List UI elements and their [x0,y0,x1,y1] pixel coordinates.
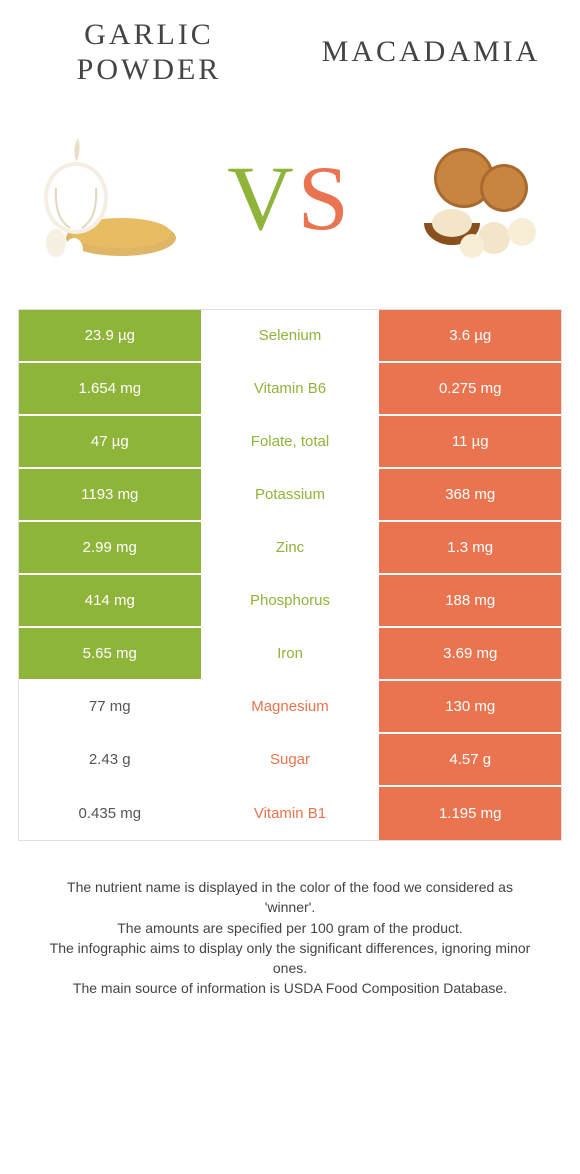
left-title-line2: POWDER [77,53,222,86]
left-value-cell: 0.435 mg [19,787,201,840]
nutrient-name-cell: Vitamin B1 [201,787,380,840]
right-value-cell: 1.3 mg [379,522,561,573]
table-row: 0.435 mgVitamin B11.195 mg [19,787,561,840]
table-row: 5.65 mgIron3.69 mg [19,628,561,681]
right-value-cell: 368 mg [379,469,561,520]
vs-s: S [298,147,353,249]
nutrient-name-cell: Magnesium [201,681,380,732]
table-row: 414 mgPhosphorus188 mg [19,575,561,628]
right-value-cell: 3.6 µg [379,310,561,361]
vs-label: VS [227,145,353,251]
table-row: 47 µgFolate, total11 µg [19,416,561,469]
garlic-powder-image [26,123,186,273]
right-value-cell: 4.57 g [379,734,561,785]
nutrient-name-cell: Selenium [201,310,380,361]
left-food-title: GARLIC POWDER [28,18,270,87]
footer-line-1: The nutrient name is displayed in the co… [40,877,540,918]
left-value-cell: 77 mg [19,681,201,732]
table-row: 1193 mgPotassium368 mg [19,469,561,522]
nutrient-name-cell: Potassium [201,469,380,520]
vs-v: V [227,147,297,249]
right-value-cell: 1.195 mg [379,787,561,840]
nutrition-table: 23.9 µgSelenium3.6 µg1.654 mgVitamin B60… [18,309,562,841]
right-food-title: MACADAMIA [310,35,552,70]
table-row: 1.654 mgVitamin B60.275 mg [19,363,561,416]
left-value-cell: 1193 mg [19,469,201,520]
macadamia-image [394,123,554,273]
right-value-cell: 130 mg [379,681,561,732]
table-row: 2.99 mgZinc1.3 mg [19,522,561,575]
footer-line-2: The amounts are specified per 100 gram o… [40,918,540,938]
nutrient-name-cell: Sugar [201,734,380,785]
nutrient-name-cell: Phosphorus [201,575,380,626]
table-row: 23.9 µgSelenium3.6 µg [19,310,561,363]
left-value-cell: 47 µg [19,416,201,467]
left-value-cell: 414 mg [19,575,201,626]
left-value-cell: 1.654 mg [19,363,201,414]
right-value-cell: 188 mg [379,575,561,626]
right-value-cell: 3.69 mg [379,628,561,679]
right-value-cell: 0.275 mg [379,363,561,414]
nutrient-name-cell: Iron [201,628,380,679]
nutrient-name-cell: Vitamin B6 [201,363,380,414]
right-value-cell: 11 µg [379,416,561,467]
left-value-cell: 2.99 mg [19,522,201,573]
left-value-cell: 2.43 g [19,734,201,785]
footer-notes: The nutrient name is displayed in the co… [18,841,562,999]
vs-row: VS [18,103,562,293]
footer-line-3: The infographic aims to display only the… [40,938,540,979]
nutrient-name-cell: Zinc [201,522,380,573]
table-row: 2.43 gSugar4.57 g [19,734,561,787]
left-value-cell: 5.65 mg [19,628,201,679]
left-value-cell: 23.9 µg [19,310,201,361]
footer-line-4: The main source of information is USDA F… [40,978,540,998]
left-title-line1: GARLIC [84,18,214,51]
header: GARLIC POWDER MACADAMIA [18,18,562,97]
nutrient-name-cell: Folate, total [201,416,380,467]
table-row: 77 mgMagnesium130 mg [19,681,561,734]
